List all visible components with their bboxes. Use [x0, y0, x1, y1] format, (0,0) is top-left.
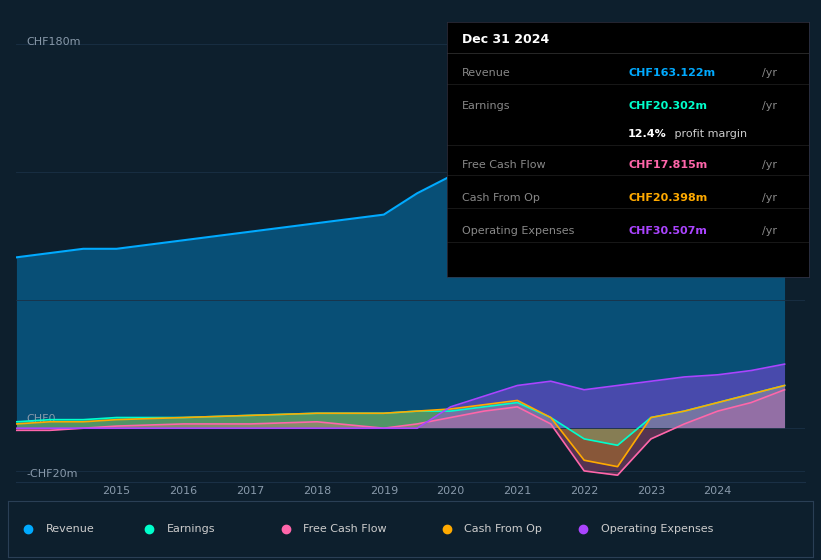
Text: /yr: /yr: [762, 226, 777, 236]
Text: /yr: /yr: [762, 160, 777, 170]
Text: CHF20.302m: CHF20.302m: [628, 101, 707, 111]
Text: CHF30.507m: CHF30.507m: [628, 226, 707, 236]
Text: Cash From Op: Cash From Op: [462, 193, 539, 203]
Text: Cash From Op: Cash From Op: [465, 524, 543, 534]
Text: CHF20.398m: CHF20.398m: [628, 193, 708, 203]
Text: CHF17.815m: CHF17.815m: [628, 160, 708, 170]
Text: /yr: /yr: [762, 68, 777, 78]
Text: CHF180m: CHF180m: [26, 38, 81, 48]
Text: CHF0: CHF0: [26, 414, 56, 424]
Text: Revenue: Revenue: [462, 68, 511, 78]
Text: profit margin: profit margin: [672, 129, 748, 139]
Text: -CHF20m: -CHF20m: [26, 469, 78, 479]
Text: CHF163.122m: CHF163.122m: [628, 68, 715, 78]
Text: 12.4%: 12.4%: [628, 129, 667, 139]
Text: Earnings: Earnings: [462, 101, 511, 111]
Text: Revenue: Revenue: [46, 524, 94, 534]
Text: Operating Expenses: Operating Expenses: [462, 226, 574, 236]
Text: Free Cash Flow: Free Cash Flow: [462, 160, 545, 170]
Text: /yr: /yr: [762, 101, 777, 111]
Text: Free Cash Flow: Free Cash Flow: [304, 524, 388, 534]
Text: /yr: /yr: [762, 193, 777, 203]
Text: Earnings: Earnings: [167, 524, 215, 534]
Text: Dec 31 2024: Dec 31 2024: [462, 32, 549, 45]
Text: Operating Expenses: Operating Expenses: [601, 524, 713, 534]
